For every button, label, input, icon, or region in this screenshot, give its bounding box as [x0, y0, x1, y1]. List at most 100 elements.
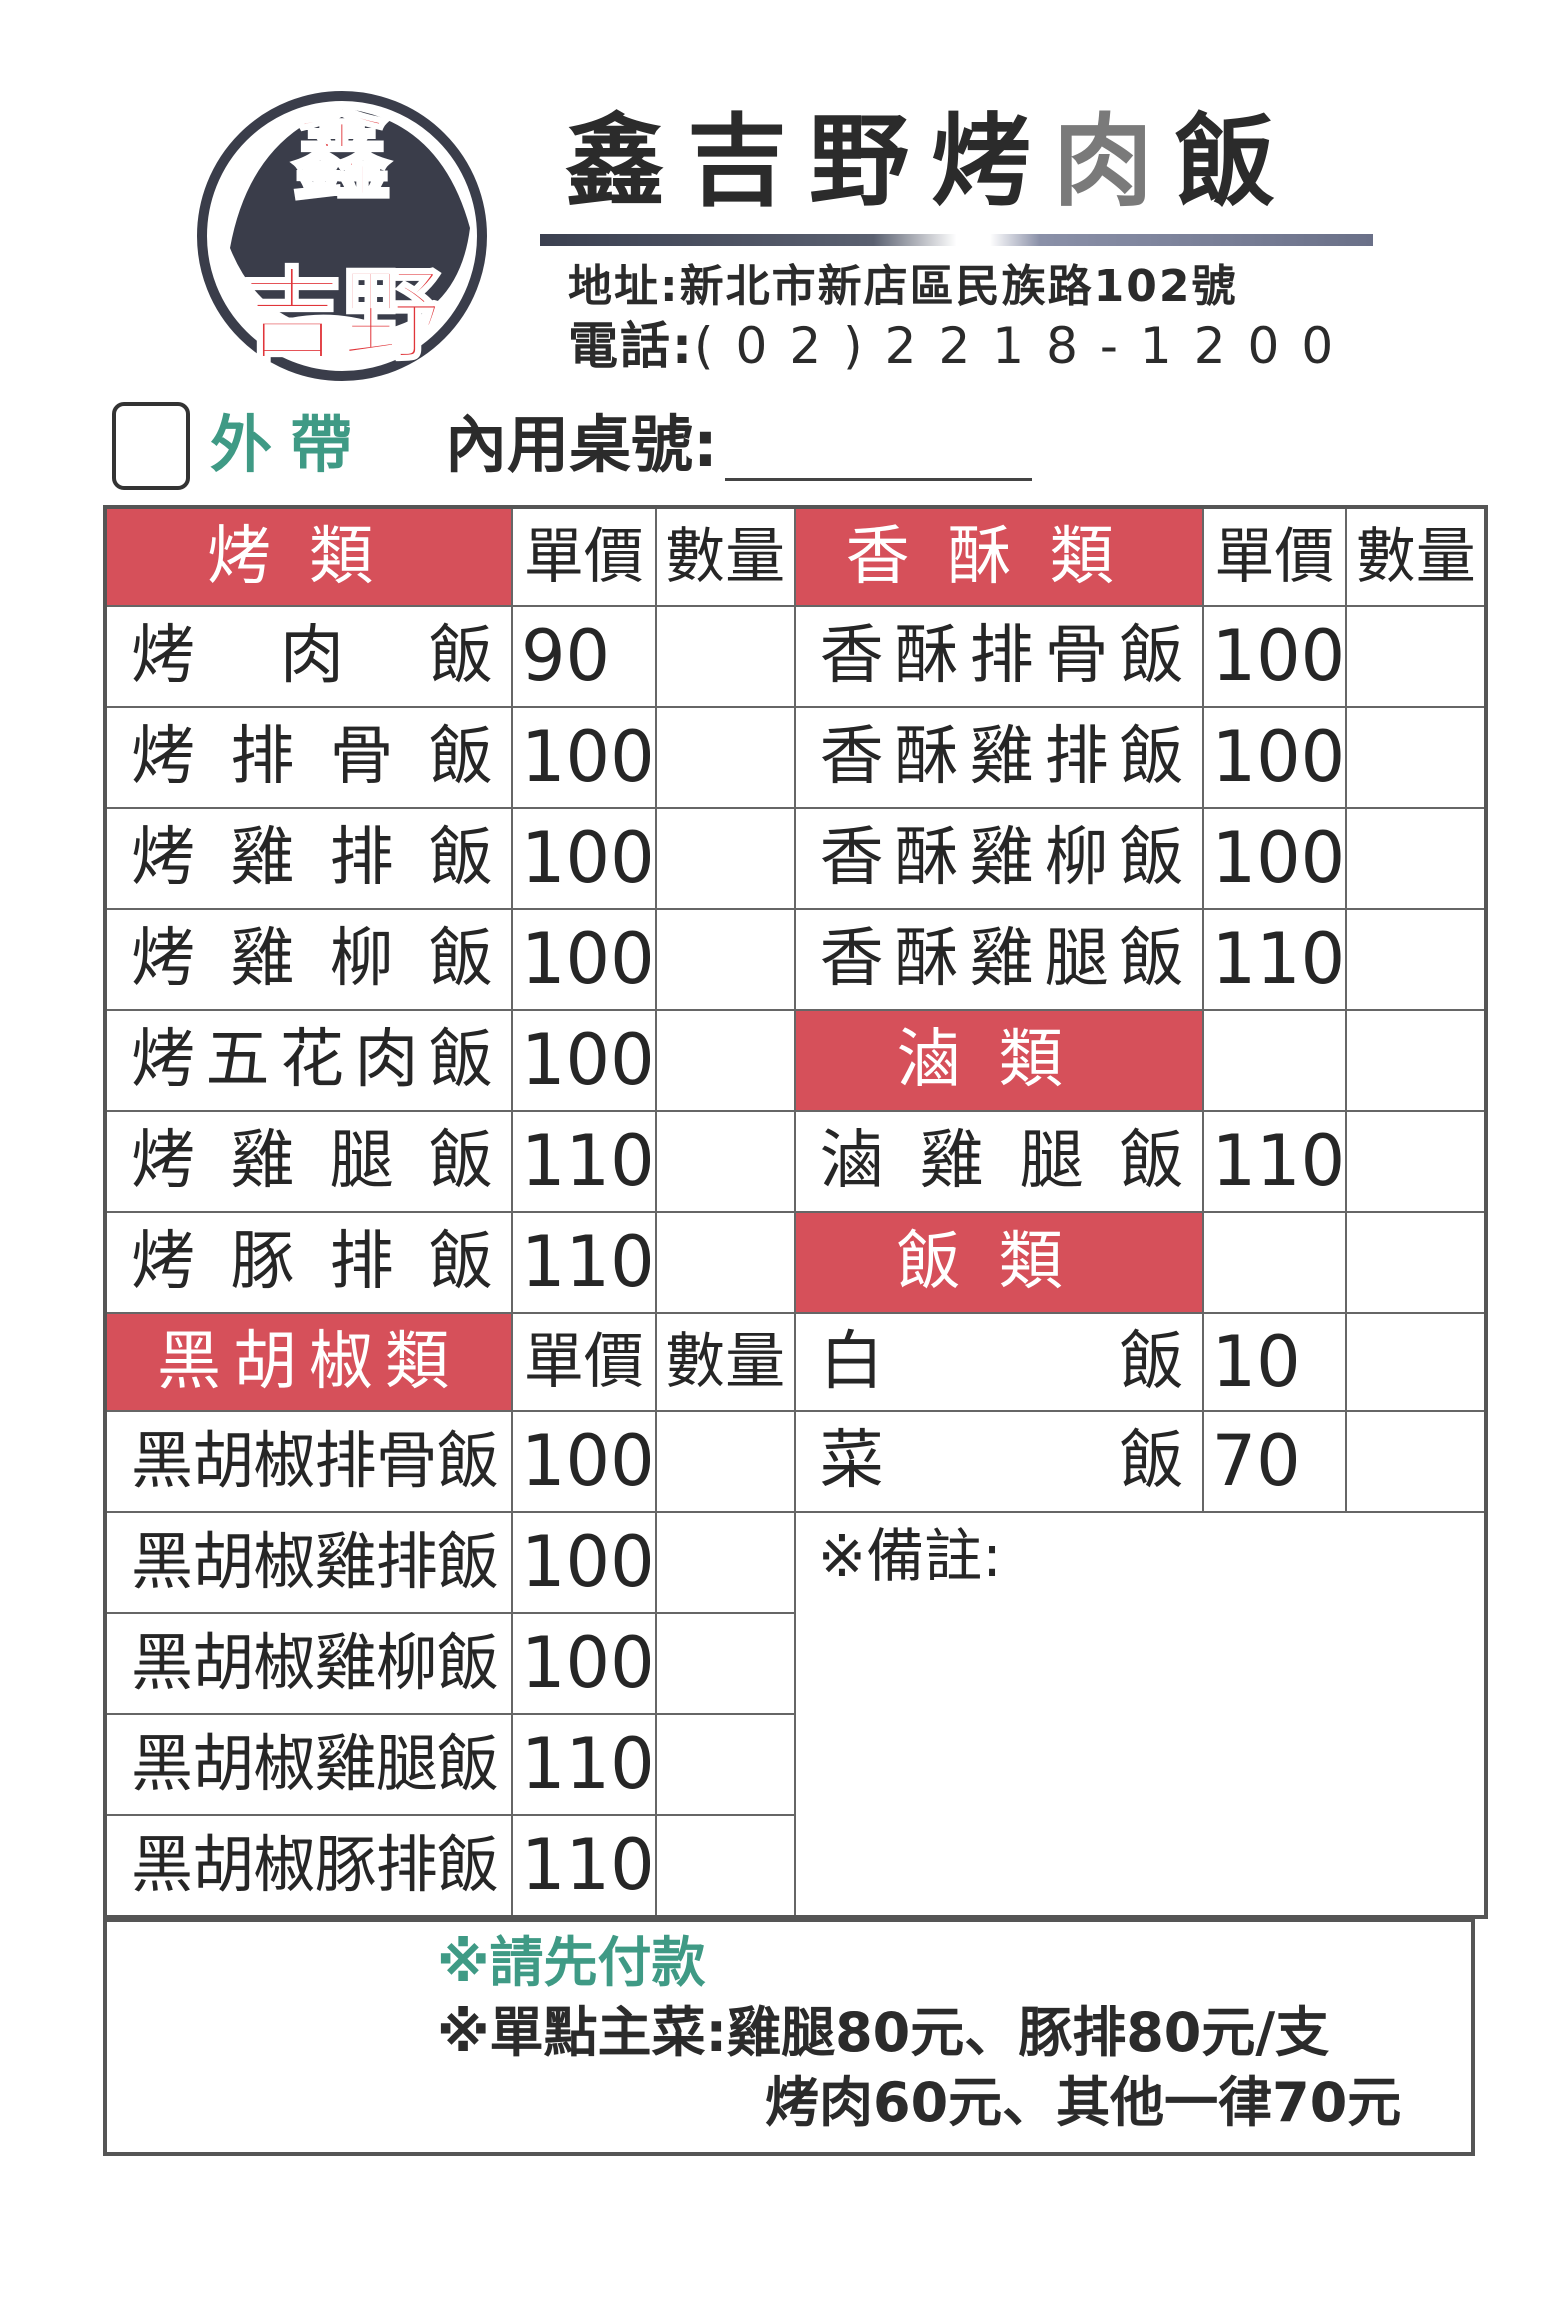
menu-item-price: 100 [511, 908, 657, 1011]
menu-item-name: 香酥排骨飯 [793, 605, 1204, 708]
menu-row: 黑胡椒雞腿飯 110 [104, 1713, 1486, 1816]
menu-row: 烤類 單價 數量 香酥類 單價 數量 [104, 506, 1488, 607]
price-column-header: 單價 [1201, 506, 1348, 607]
menu-item-price: 90 [511, 605, 657, 708]
single-dish-note-line2: 烤肉60元、其他一律70元 [765, 2071, 1402, 2134]
menu-item-price: 100 [511, 807, 657, 910]
category-header: 烤類 [104, 506, 513, 607]
price-column-header: 單價 [511, 506, 657, 607]
quantity-input[interactable] [1345, 706, 1488, 809]
menu-item-name: 黑胡椒雞柳飯 [104, 1612, 513, 1715]
menu-item-name: 烤雞柳飯 [104, 908, 513, 1011]
menu-item-name: 烤肉飯 [104, 605, 513, 708]
phone: 電話:(02)2218-1200 [568, 318, 1355, 374]
quantity-input[interactable] [1345, 1410, 1488, 1513]
menu-item-price: 110 [511, 1211, 657, 1314]
menu-item-price: 100 [511, 1410, 657, 1513]
menu-row: 烤雞腿飯 110 滷雞腿飯 110 [104, 1110, 1488, 1213]
menu-item-price: 110 [1201, 1110, 1348, 1213]
dine-in-label: 內用桌號: [445, 408, 718, 481]
menu-item-name: 白飯 [793, 1312, 1204, 1412]
menu-row: 烤雞柳飯 100 香酥雞腿飯 110 [104, 908, 1488, 1011]
quantity-input[interactable] [654, 706, 796, 809]
quantity-input[interactable] [654, 1511, 796, 1614]
menu-row: 黑胡椒豚排飯 110 [104, 1814, 1486, 1918]
menu-item-price: 110 [511, 1814, 657, 1918]
menu-item-price: 100 [511, 1612, 657, 1715]
menu-row: 黑胡椒雞排飯 100 ※備註: [104, 1511, 1488, 1918]
menu-item-name: 黑胡椒雞腿飯 [104, 1713, 513, 1816]
menu-item-price: 100 [1201, 706, 1348, 809]
menu-item-name: 黑胡椒雞排飯 [104, 1511, 513, 1614]
menu-row: 烤豚排飯 110 飯類 [104, 1211, 1488, 1314]
menu-item-price: 70 [1201, 1410, 1348, 1513]
menu-item-name: 香酥雞柳飯 [793, 807, 1204, 910]
menu-item-price: 100 [511, 1009, 657, 1112]
quantity-input[interactable] [1345, 908, 1488, 1011]
menu-item-name: 烤雞腿飯 [104, 1110, 513, 1213]
menu-row: 黑胡椒排骨飯 100 菜飯 70 [104, 1410, 1488, 1513]
quantity-input[interactable] [654, 1612, 796, 1715]
menu-item-name: 滷雞腿飯 [793, 1110, 1204, 1213]
category-header: 黑胡椒類 [104, 1312, 513, 1412]
title-gray-char: 肉 [1053, 103, 1175, 220]
menu-item-name: 烤排骨飯 [104, 706, 513, 809]
quantity-input[interactable] [654, 1814, 796, 1918]
menu-item-name: 香酥雞排飯 [793, 706, 1204, 809]
category-header: 滷類 [793, 1009, 1204, 1112]
menu-item-price: 100 [511, 1511, 657, 1614]
menu-row: 烤五花肉飯 100 滷類 [104, 1009, 1488, 1112]
quantity-input[interactable] [654, 1009, 796, 1112]
quantity-input[interactable] [654, 1410, 796, 1513]
quantity-input[interactable] [654, 807, 796, 910]
phone-value: (02)2218-1200 [694, 317, 1356, 375]
remarks-field[interactable]: ※備註: [793, 1511, 1488, 1918]
menu-item-name: 香酥雞腿飯 [793, 908, 1204, 1011]
footer-notes-box [103, 1919, 1475, 2156]
phone-label: 電話: [568, 317, 694, 375]
logo-text-top: 鑫 [292, 97, 392, 214]
category-header: 香酥類 [793, 506, 1204, 607]
category-header: 飯類 [793, 1211, 1204, 1314]
address: 地址:新北市新店區民族路102號 [568, 262, 1237, 312]
menu-row: 黑胡椒類 單價 數量 白飯 10 [104, 1312, 1488, 1412]
single-dish-note-line1: ※單點主菜:雞腿80元、豚排80元/支 [437, 2001, 1330, 2064]
takeout-label: 外帶 [210, 408, 371, 481]
price-cell-empty [1201, 1009, 1348, 1112]
quantity-cell-empty [1345, 1009, 1488, 1112]
quantity-input[interactable] [1345, 1312, 1488, 1412]
price-column-header: 單價 [511, 1312, 657, 1412]
menu-item-name: 黑胡椒豚排飯 [104, 1814, 513, 1918]
quantity-input[interactable] [654, 1713, 796, 1816]
price-cell-empty [1201, 1211, 1348, 1314]
menu-row: 黑胡椒雞柳飯 100 [104, 1612, 1486, 1715]
quantity-column-header: 數量 [654, 506, 796, 607]
menu-item-price: 110 [1201, 908, 1348, 1011]
quantity-input[interactable] [654, 1211, 796, 1314]
quantity-input[interactable] [654, 1110, 796, 1213]
quantity-input[interactable] [1345, 807, 1488, 910]
menu-item-name: 烤豚排飯 [104, 1211, 513, 1314]
title-underline [540, 234, 1373, 246]
address-label: 地址: [568, 261, 680, 312]
menu-item-price: 110 [511, 1713, 657, 1816]
quantity-input[interactable] [1345, 605, 1488, 708]
quantity-column-header: 數量 [1345, 506, 1488, 607]
address-value: 新北市新店區民族路102號 [679, 261, 1238, 312]
menu-item-name: 菜飯 [793, 1410, 1204, 1513]
menu-item-name: 黑胡椒排骨飯 [104, 1410, 513, 1513]
title-main: 鑫吉野烤 [565, 103, 1053, 220]
quantity-input[interactable] [1345, 1110, 1488, 1213]
menu-item-price: 100 [1201, 807, 1348, 910]
logo-text-bottom: 吉野 [242, 257, 442, 374]
quantity-input[interactable] [654, 605, 796, 708]
menu-item-price: 100 [1201, 605, 1348, 708]
takeout-checkbox[interactable] [112, 402, 190, 490]
menu-item-name: 烤五花肉飯 [104, 1009, 513, 1112]
pay-first-note: ※請先付款 [437, 1931, 706, 1994]
restaurant-title: 鑫吉野烤肉飯 [565, 112, 1297, 212]
quantity-input[interactable] [654, 908, 796, 1011]
menu-item-name: 烤雞排飯 [104, 807, 513, 910]
table-number-field[interactable] [725, 478, 1032, 481]
menu-item-price: 10 [1201, 1312, 1348, 1412]
